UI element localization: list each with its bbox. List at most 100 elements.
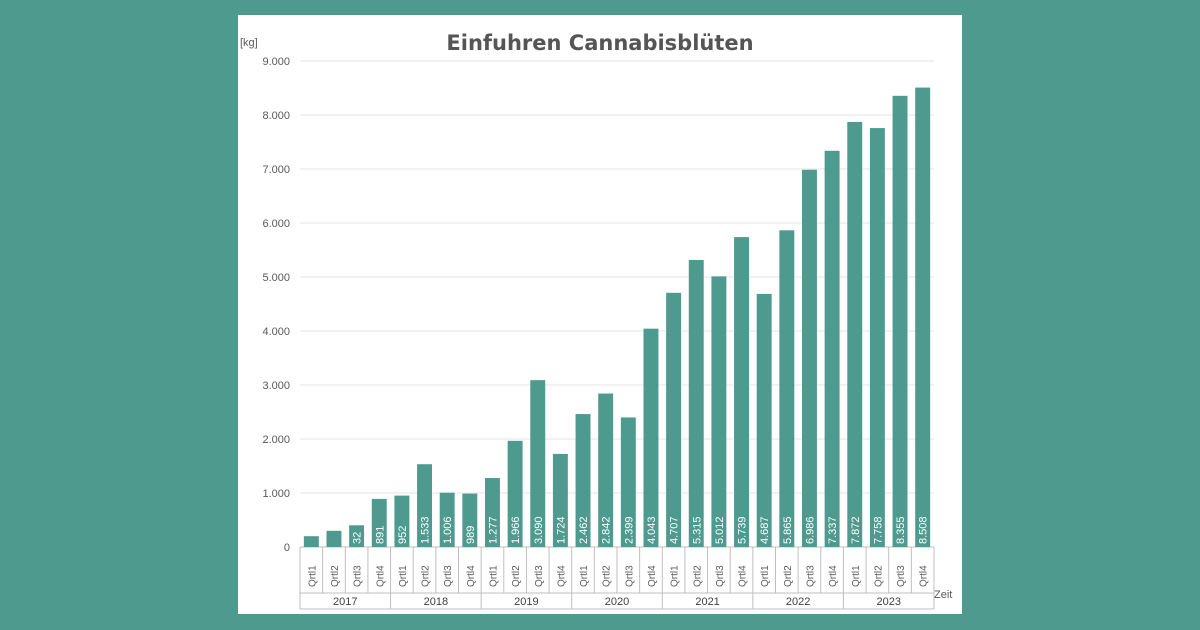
data-label: 1.006 (442, 516, 454, 544)
y-tick-label: 7.000 (262, 164, 290, 176)
data-label: 4.687 (759, 516, 771, 544)
data-label: 952 (397, 526, 409, 544)
bar (801, 169, 817, 548)
y-tick-label: 2.000 (262, 434, 290, 446)
y-tick-label: 0 (284, 542, 290, 554)
bar (779, 230, 795, 548)
x-tick-label: Qrtl1 (670, 565, 681, 587)
x-tick-label: Qrtl1 (398, 565, 409, 587)
x-tick-label: Qrtl1 (579, 565, 590, 587)
x-tick-label: Qrtl1 (760, 565, 771, 587)
bar (484, 478, 500, 547)
y-axis-ticks: 0 1.000 2.000 3.000 4.000 5.000 6.000 7.000 8.00… (262, 56, 290, 554)
y-tick-label: 6.000 (262, 218, 290, 230)
y-tick-label: 3.000 (262, 380, 290, 392)
y-tick-label: 4.000 (262, 326, 290, 338)
x-group-label: 2017 (333, 596, 357, 608)
bar (417, 464, 433, 547)
data-label: 3.090 (533, 516, 545, 544)
x-group-label: 2020 (605, 596, 629, 608)
data-labels: 32 891 952 1.533 1.006 989 1.277 1.966 3.090 1.72… (352, 516, 930, 544)
x-tick-label: Qrtl3 (534, 565, 545, 587)
x-axis-label: Zeit (934, 589, 952, 601)
y-axis-unit-label: [kg] (240, 37, 258, 49)
bar (666, 292, 682, 547)
x-tick-label: Qrtl4 (466, 565, 477, 587)
y-tick-label: 5.000 (262, 272, 290, 284)
bar (552, 453, 568, 547)
bar (394, 495, 410, 547)
bar (892, 95, 908, 547)
data-label: 1.277 (487, 516, 499, 544)
x-tick-label: Qrtl3 (896, 565, 907, 587)
bar (462, 493, 478, 547)
data-label: 4.707 (669, 516, 681, 544)
x-tick-label: Qrtl2 (511, 565, 522, 587)
bar (824, 150, 840, 547)
bar (620, 417, 636, 547)
x-tick-label: Qrtl4 (919, 565, 930, 587)
y-tick-label: 8.000 (262, 110, 290, 122)
x-group-label: 2019 (514, 596, 538, 608)
bar (349, 525, 365, 547)
data-label: 8.355 (895, 516, 907, 544)
bar (688, 259, 704, 547)
x-tick-label: Qrtl2 (602, 565, 613, 587)
data-label: 5.315 (691, 516, 703, 544)
data-label: 2.399 (623, 516, 635, 544)
bar (303, 536, 319, 547)
bar (439, 492, 455, 547)
data-label: 5.739 (737, 516, 749, 544)
bar (598, 393, 614, 547)
bar (326, 530, 342, 547)
data-label: 1.533 (420, 516, 432, 544)
data-label: 5.865 (782, 516, 794, 544)
x-tick-label: Qrtl4 (647, 565, 658, 587)
bar (734, 237, 750, 547)
x-tick-label: Qrtl3 (353, 565, 364, 587)
x-tick-label: Qrtl3 (805, 565, 816, 587)
data-label: 8.508 (918, 516, 930, 544)
data-label: 1.966 (510, 516, 522, 544)
bar (643, 328, 659, 547)
x-group-label: 2022 (786, 596, 810, 608)
bar-chart: Einfuhren Cannabisblüten [kg] Zeit 0 1.00… (240, 31, 952, 610)
x-group-label: 2021 (695, 596, 719, 608)
bar (507, 440, 523, 547)
x-tick-label: Qrtl3 (624, 565, 635, 587)
data-label: 4.043 (646, 516, 658, 544)
data-label: 891 (374, 526, 386, 544)
data-label: 7.872 (850, 516, 862, 544)
x-tick-label: Qrtl4 (375, 565, 386, 587)
bar (530, 380, 546, 547)
data-label: 7.337 (827, 516, 839, 544)
data-label: 7.758 (872, 516, 884, 544)
x-tick-label: Qrtl3 (715, 565, 726, 587)
chart-card: Einfuhren Cannabisblüten [kg] Zeit 0 1.00… (238, 15, 962, 614)
x-tick-label: Qrtl1 (307, 565, 318, 587)
x-tick-label: Qrtl1 (851, 565, 862, 587)
bar (711, 276, 727, 547)
bar (756, 293, 772, 547)
bars (303, 87, 931, 548)
data-label: 1.724 (555, 516, 567, 544)
y-tick-label: 9.000 (262, 56, 290, 68)
data-label: 6.986 (804, 516, 816, 544)
x-tick-label: Qrtl4 (556, 565, 567, 587)
x-tick-label: Qrtl2 (783, 565, 794, 587)
bar (575, 414, 591, 547)
data-label: 32 (352, 532, 364, 544)
x-tick-label: Qrtl4 (738, 565, 749, 587)
data-label: 2.462 (578, 516, 590, 544)
data-label: 5.012 (714, 516, 726, 544)
x-group-label: 2023 (876, 596, 900, 608)
x-tick-label: Qrtl2 (330, 565, 341, 587)
bar (371, 498, 387, 547)
chart-title: Einfuhren Cannabisblüten (446, 31, 753, 55)
data-label: 2.842 (601, 516, 613, 544)
x-tick-label: Qrtl2 (692, 565, 703, 587)
data-label: 989 (465, 526, 477, 544)
x-tick-label: Qrtl2 (421, 565, 432, 587)
x-axis: Qrtl1 Qrtl2 Qrtl3 Qrtl4 Qrtl1 Qrtl2 Qrtl3 Qrtl4… (299, 547, 935, 610)
x-tick-label: Qrtl2 (873, 565, 884, 587)
